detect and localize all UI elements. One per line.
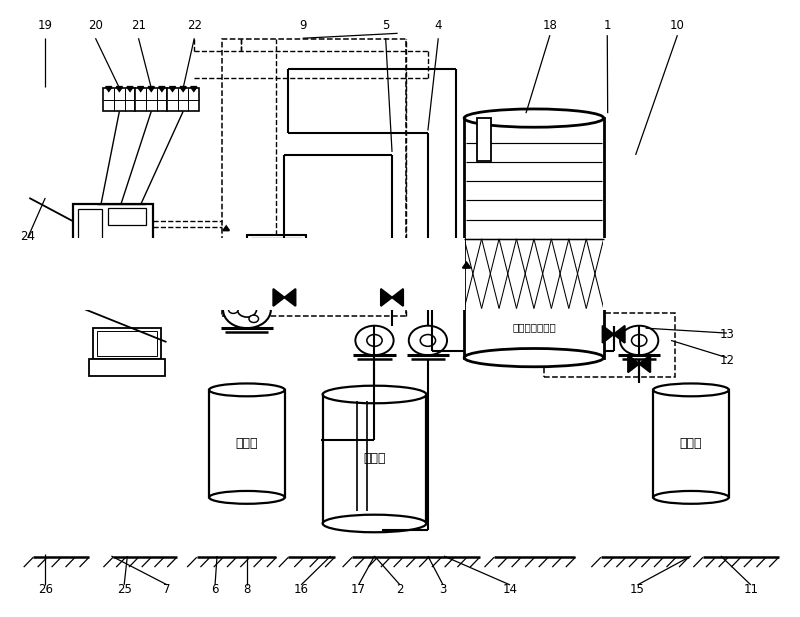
- Text: 15: 15: [630, 583, 645, 596]
- Bar: [277, 251, 292, 277]
- Text: 清水池: 清水池: [680, 437, 702, 450]
- Text: 8: 8: [243, 583, 250, 596]
- Polygon shape: [614, 326, 625, 343]
- Ellipse shape: [209, 491, 285, 504]
- Polygon shape: [639, 355, 650, 373]
- Bar: [603, 238, 800, 310]
- Text: 14: 14: [502, 583, 518, 596]
- Polygon shape: [159, 87, 165, 91]
- Bar: [269, 261, 282, 267]
- Bar: [464, 118, 604, 358]
- Polygon shape: [138, 87, 144, 91]
- Polygon shape: [285, 289, 295, 306]
- Text: 20: 20: [88, 20, 103, 33]
- Text: 21: 21: [131, 20, 146, 33]
- Text: 24: 24: [20, 230, 35, 242]
- Text: 13: 13: [719, 328, 734, 341]
- Text: 18: 18: [542, 20, 558, 33]
- Text: 17: 17: [351, 583, 366, 596]
- Text: 碳源箱: 碳源箱: [236, 437, 258, 450]
- Circle shape: [249, 297, 258, 304]
- Circle shape: [355, 326, 394, 355]
- Polygon shape: [116, 87, 122, 91]
- Polygon shape: [392, 289, 403, 306]
- Text: 2: 2: [396, 583, 404, 596]
- Ellipse shape: [322, 515, 426, 532]
- Text: 反硝化生物滤池: 反硝化生物滤池: [512, 322, 556, 332]
- Bar: [253, 252, 266, 259]
- Bar: [2, 238, 465, 310]
- Bar: [543, 313, 675, 377]
- Bar: [103, 88, 135, 111]
- Bar: [98, 331, 158, 356]
- Text: 11: 11: [743, 583, 758, 596]
- Text: 7: 7: [163, 583, 171, 596]
- Ellipse shape: [464, 349, 604, 366]
- Polygon shape: [106, 87, 112, 91]
- Polygon shape: [190, 87, 197, 91]
- Polygon shape: [148, 87, 154, 91]
- Bar: [222, 39, 406, 316]
- Text: 9: 9: [299, 20, 306, 33]
- Text: 3: 3: [439, 583, 446, 596]
- Bar: [477, 118, 491, 161]
- Polygon shape: [274, 289, 285, 306]
- Bar: [90, 359, 166, 376]
- Bar: [269, 252, 282, 259]
- Polygon shape: [381, 289, 392, 306]
- Circle shape: [420, 334, 435, 346]
- Polygon shape: [462, 262, 470, 268]
- Bar: [94, 328, 162, 359]
- Text: 6: 6: [211, 583, 218, 596]
- Bar: [284, 252, 298, 259]
- Bar: [322, 394, 426, 523]
- Text: 19: 19: [38, 20, 53, 33]
- Ellipse shape: [653, 491, 729, 504]
- Circle shape: [620, 326, 658, 355]
- Ellipse shape: [653, 384, 729, 396]
- Circle shape: [238, 302, 257, 317]
- Bar: [167, 88, 199, 111]
- Bar: [78, 209, 102, 246]
- Circle shape: [229, 306, 238, 313]
- Circle shape: [409, 326, 447, 355]
- Bar: [465, 143, 603, 308]
- Circle shape: [367, 334, 382, 346]
- Polygon shape: [223, 226, 230, 231]
- Text: 1: 1: [603, 20, 611, 33]
- Circle shape: [631, 334, 647, 346]
- Text: 12: 12: [719, 354, 734, 367]
- Polygon shape: [180, 87, 186, 91]
- Polygon shape: [170, 87, 175, 91]
- Text: 进水池: 进水池: [363, 452, 386, 465]
- Bar: [73, 204, 153, 251]
- Bar: [384, 249, 400, 275]
- Ellipse shape: [209, 384, 285, 396]
- Ellipse shape: [464, 109, 604, 127]
- Bar: [135, 88, 167, 111]
- Polygon shape: [127, 87, 133, 91]
- Polygon shape: [628, 355, 639, 373]
- Bar: [253, 261, 266, 267]
- Text: 4: 4: [434, 20, 442, 33]
- Bar: [251, 239, 302, 252]
- Text: 22: 22: [187, 20, 202, 33]
- Text: 16: 16: [294, 583, 309, 596]
- Bar: [209, 390, 285, 497]
- Bar: [284, 261, 298, 267]
- Bar: [246, 235, 306, 271]
- Text: 10: 10: [670, 20, 685, 33]
- Circle shape: [223, 291, 271, 328]
- Bar: [108, 208, 146, 225]
- Bar: [653, 390, 729, 497]
- Text: 25: 25: [117, 583, 131, 596]
- Text: 26: 26: [38, 583, 53, 596]
- Polygon shape: [602, 326, 614, 343]
- Circle shape: [249, 315, 258, 323]
- Text: 5: 5: [382, 20, 390, 33]
- Ellipse shape: [322, 386, 426, 404]
